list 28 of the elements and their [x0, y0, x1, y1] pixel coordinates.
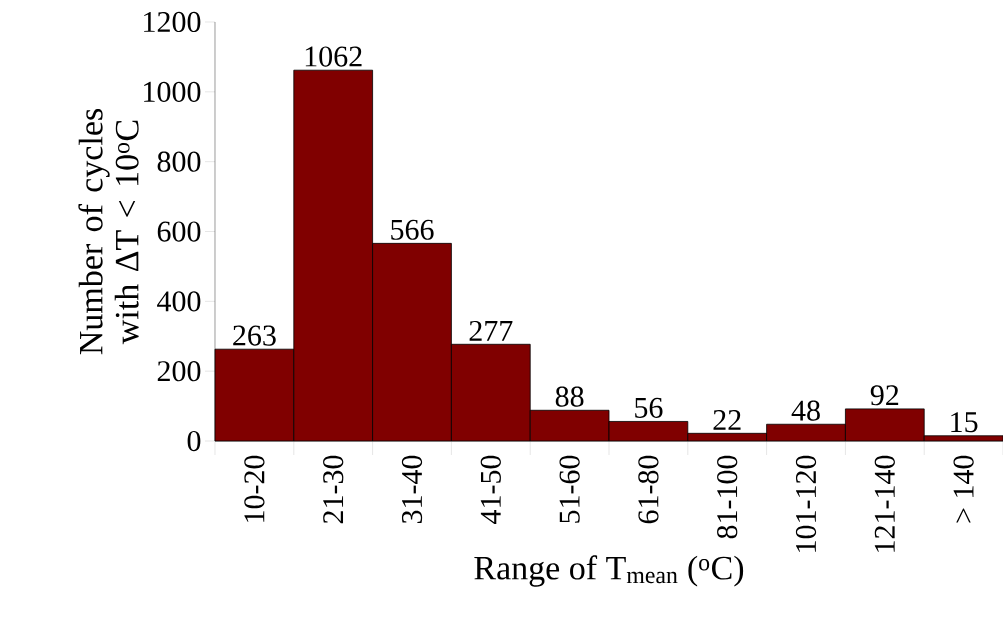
- y-tick-label: 600: [157, 221, 201, 242]
- data-label: 88: [555, 386, 584, 407]
- y-tick-label: 400: [157, 291, 201, 312]
- data-label: 15: [951, 412, 978, 433]
- data-label: 48: [791, 400, 820, 421]
- x-tick-label: 21-30: [323, 455, 344, 524]
- x-tick-label: > 140: [953, 455, 974, 523]
- y-tick-label: 1000: [144, 81, 201, 102]
- y-tick-label: 800: [157, 151, 201, 172]
- x-tick-label: 51-60: [559, 455, 580, 523]
- x-tick-label: 101-120: [795, 455, 817, 552]
- y-tick-label: 1200: [144, 11, 201, 33]
- y-tick-label: 200: [157, 361, 201, 382]
- x-tick-label: 61-80: [638, 455, 659, 524]
- y-tick-label: 0: [187, 430, 201, 452]
- data-label: 22: [713, 409, 741, 430]
- data-label: 56: [635, 397, 663, 418]
- data-label: 92: [870, 385, 899, 406]
- x-tick-label: 10-20: [244, 455, 265, 522]
- x-tick-label: 41-50: [480, 455, 501, 524]
- x-tick-label: 31-40: [401, 455, 423, 524]
- x-axis-title: Range of T$_{mean}$ ($^{o}$C): [474, 555, 744, 587]
- data-label: 277: [469, 320, 513, 341]
- x-tick-label: 81-100: [717, 455, 738, 539]
- data-label: 566: [391, 219, 434, 240]
- data-label: 263: [233, 325, 276, 346]
- data-label: 1062: [305, 46, 362, 67]
- x-tick-label: 121-140: [874, 455, 895, 552]
